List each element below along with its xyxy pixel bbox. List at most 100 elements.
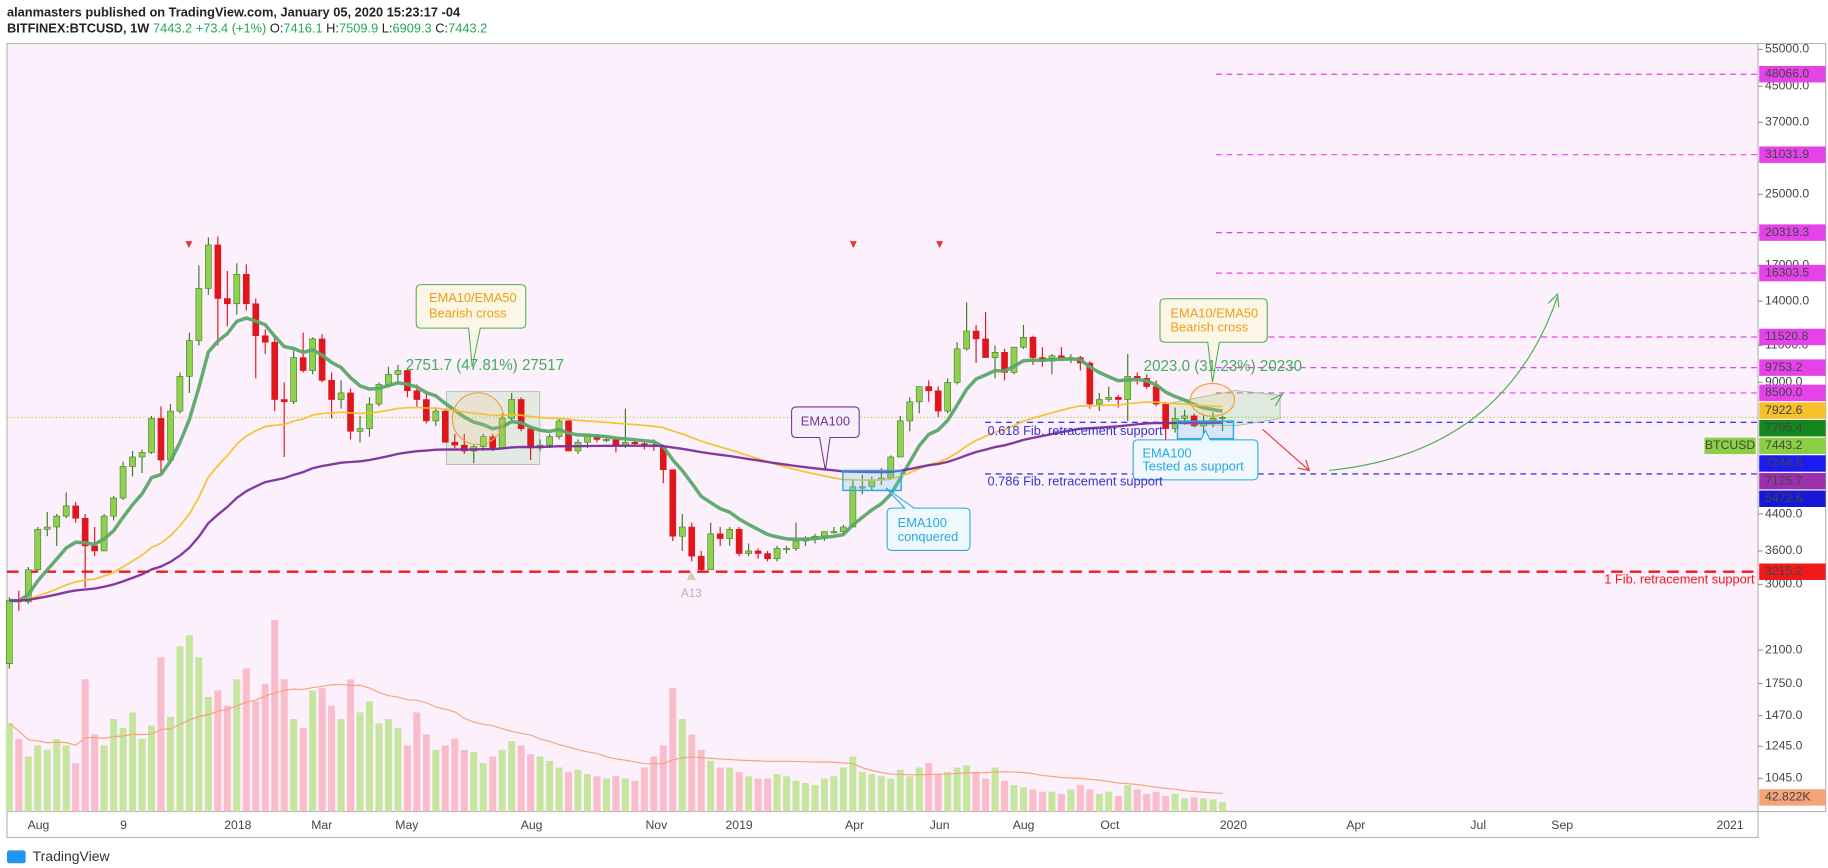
o-label: O: [270, 21, 284, 36]
volume-bar [479, 763, 487, 812]
volume-bar [508, 741, 516, 812]
plot-area [6, 42, 1759, 813]
volume-bar [129, 712, 137, 812]
volume-bar [403, 745, 411, 812]
volume-bar [337, 718, 345, 812]
volume-bar [1181, 798, 1189, 812]
volume-bar [1057, 793, 1065, 812]
volume-bar [223, 705, 231, 812]
candle-body [24, 569, 32, 603]
h-label: H: [326, 21, 339, 36]
candle-body [944, 382, 951, 412]
price-label: 16303.5 [1765, 265, 1809, 279]
candle-body [394, 370, 402, 375]
volume-bar [565, 771, 573, 812]
y-tick-label: 55000.0 [1765, 42, 1809, 56]
candle-body [859, 486, 866, 489]
volume-bar [915, 767, 923, 812]
volume-bar [356, 712, 364, 812]
candle-body [1105, 396, 1113, 400]
volume-bar [1086, 789, 1094, 812]
price-label: 11520.8 [1765, 329, 1808, 343]
volume-bar [896, 769, 904, 812]
x-tick-label: Aug [521, 818, 543, 832]
volume-bar [631, 780, 639, 812]
volume-bar [650, 756, 658, 812]
volume-bar [555, 767, 563, 812]
candle-body [290, 357, 297, 403]
volume-bar [783, 776, 791, 812]
price-label-bg [1759, 65, 1826, 83]
o-value: 7416.1 [283, 21, 322, 36]
annotation: EMA100 [898, 515, 947, 530]
candle-body [792, 540, 800, 549]
volume-bar [1019, 787, 1027, 812]
candle-body [764, 553, 771, 560]
volume-bar [91, 734, 99, 812]
volume-bar [1076, 785, 1084, 812]
price-label: 31031.9 [1765, 147, 1809, 161]
callout [791, 406, 860, 471]
price-label-bg [1759, 490, 1826, 507]
y-tick-label: 1470.0 [1765, 708, 1803, 722]
signal-marker [936, 241, 944, 249]
x-tick-label: Jul [1470, 818, 1486, 832]
volume-bar [1200, 798, 1208, 812]
symbol-label: BTCUSD [1705, 438, 1755, 452]
candle-body [413, 390, 421, 400]
volume-bar [925, 763, 933, 812]
candle-body [584, 436, 591, 443]
volume-bar [697, 749, 705, 812]
volume-bar [460, 749, 468, 812]
candle-body [773, 548, 781, 560]
volume-bar [1209, 799, 1217, 812]
candle-body [62, 505, 70, 517]
volume-bar [678, 718, 686, 812]
volume-bar [849, 756, 857, 812]
l-label: L: [382, 21, 393, 36]
logo [6, 850, 26, 864]
candle-body [1095, 399, 1103, 405]
volume-bar [157, 657, 165, 812]
candle-body [337, 392, 345, 400]
candle-body [1124, 376, 1132, 400]
candle-body [34, 528, 42, 571]
volume-bar [659, 745, 667, 812]
footer: TradingView [33, 848, 111, 864]
candle-body [43, 526, 51, 530]
price-label: 8500.0 [1765, 385, 1803, 399]
candle-body [138, 452, 146, 458]
volume-bar [972, 771, 980, 812]
x-tick-label: Oct [1100, 818, 1120, 832]
candle-body [1114, 396, 1122, 400]
volume-bar [868, 774, 876, 812]
arrow [1262, 428, 1310, 471]
y-tick-label: 37000.0 [1765, 115, 1809, 129]
volume-bar [982, 778, 990, 812]
price-label-bg [1759, 472, 1826, 490]
time-axis [6, 810, 1759, 839]
volume-bar [375, 723, 383, 812]
candle-body [631, 441, 639, 444]
candle-body [688, 526, 696, 557]
y-tick-label: 3000.0 [1765, 577, 1803, 591]
volume-bar [991, 767, 999, 812]
candle-body [1029, 337, 1037, 358]
ema-line [9, 316, 1223, 603]
volume-bar [81, 679, 89, 812]
candle-body [81, 517, 89, 547]
volume-bar [1029, 789, 1037, 812]
volume-bar [858, 771, 866, 812]
candle-body [1020, 337, 1027, 348]
annotation: EMA100 [801, 414, 850, 429]
candle-body [887, 456, 895, 479]
volume-bar [119, 727, 127, 812]
volume-bar [1219, 802, 1227, 812]
candle-body [451, 441, 459, 446]
arrow-head [1547, 292, 1560, 308]
volume-bar [583, 774, 591, 812]
x-tick-label: Mar [311, 818, 332, 832]
price-label-bg [1759, 563, 1826, 580]
